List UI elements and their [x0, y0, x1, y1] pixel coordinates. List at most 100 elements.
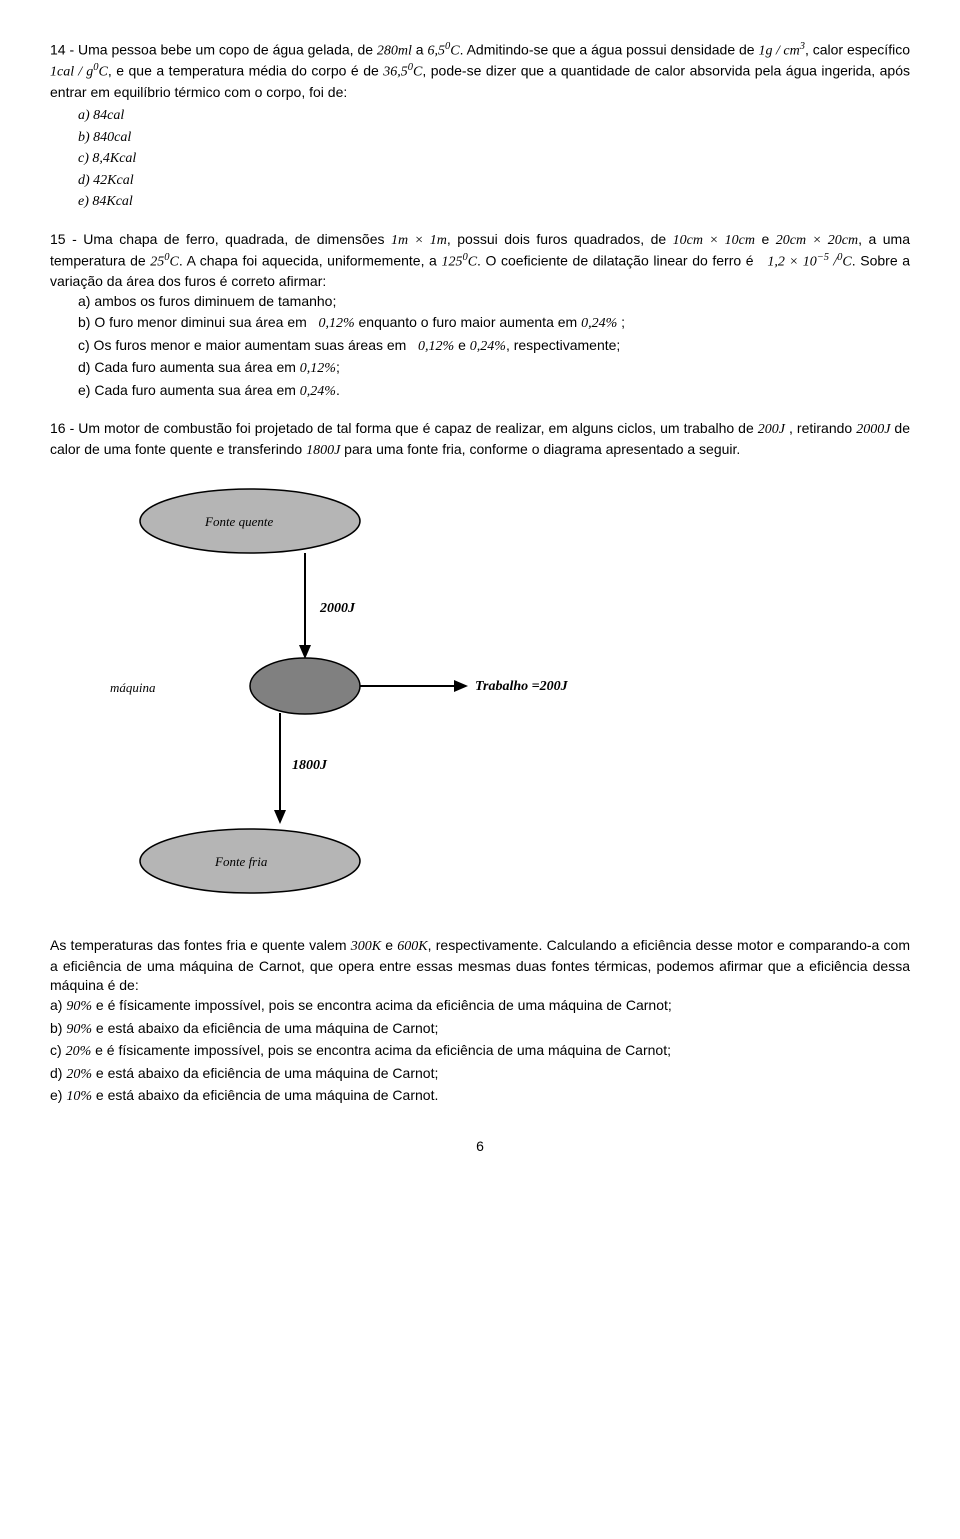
arrow-work-head	[454, 680, 468, 692]
q16-opt-c-post: e é físicamente impossível, pois se enco…	[91, 1042, 671, 1058]
q16-options: a) 90% e é físicamente impossível, pois …	[50, 996, 910, 1107]
q15-opt-b-v2: 0,24%	[581, 316, 617, 331]
q16-opt-a-post: e é físicamente impossível, pois se enco…	[92, 997, 672, 1013]
q15-opt-e-v1: 0,24%	[300, 384, 336, 399]
q15-v5: 125	[441, 254, 462, 269]
q14-v3u: g / cm	[765, 44, 799, 59]
question-16: 16 - Um motor de combustão foi projetado…	[50, 419, 910, 1107]
q16-opt-a-v: 90%	[66, 999, 92, 1014]
q16-text-d: para uma fonte fria, conforme o diagrama…	[340, 441, 740, 457]
q16-v4: 300K	[351, 939, 381, 954]
q14-text-c: . Admitindo-se que a água possui densida…	[460, 42, 759, 58]
q16-opt-c-v: 20%	[66, 1044, 92, 1059]
q14-opt-c: c) 8,4Kcal	[78, 149, 910, 169]
q16-opt-e-pre: e)	[50, 1087, 66, 1103]
q14-text-e: , e que a temperatura média do corpo é d…	[108, 63, 383, 79]
question-14: 14 - Uma pessoa bebe um copo de água gel…	[50, 40, 910, 212]
q15-opt-c-v2: 0,24%	[470, 339, 506, 354]
q14-v4u: cal / g	[57, 65, 93, 80]
question-15: 15 - Uma chapa de ferro, quadrada, de di…	[50, 230, 910, 401]
q15-options: a) ambos os furos diminuem de tamanho; b…	[78, 292, 910, 402]
q16-opt-b-pre: b)	[50, 1020, 66, 1036]
work-label: Trabalho =200J	[475, 677, 568, 697]
q16-opt-a: a) 90% e é físicamente impossível, pois …	[50, 996, 910, 1017]
q15-opt-e: e) Cada furo aumenta sua área em 0,24%.	[78, 381, 910, 402]
q16-opt-c: c) 20% e é físicamente impossível, pois …	[50, 1041, 910, 1062]
q16-v3: 1800J	[306, 443, 340, 458]
q14-text-d: , calor específico	[805, 42, 910, 58]
q16-opt-e-post: e está abaixo da eficiência de uma máqui…	[92, 1087, 438, 1103]
q16-opt-d-v: 20%	[66, 1067, 92, 1082]
q15-v6u: /	[829, 254, 837, 269]
q15-text-a: - Uma chapa de ferro, quadrada, de dimen…	[66, 231, 391, 247]
q15-opt-d-post: ;	[336, 359, 340, 375]
q14-text-b: a	[412, 42, 428, 58]
page-number: 6	[50, 1137, 910, 1157]
q16-v2: 2000J	[856, 422, 890, 437]
q16-text-b: , retirando	[785, 420, 856, 436]
q14-options: a) 84cal b) 840cal c) 8,4Kcal d) 42Kcal …	[78, 106, 910, 212]
q15-opt-b-post: ;	[617, 314, 625, 330]
q14-number: 14	[50, 42, 66, 58]
q14-opt-e: e) 84Kcal	[78, 192, 910, 212]
q15-text-c: e	[755, 231, 776, 247]
q15-opt-e-pre: e) Cada furo aumenta sua área em	[78, 382, 300, 398]
q15-text-e: . A chapa foi aquecida, uniformemente, a	[179, 252, 442, 268]
q16-opt-d-post: e está abaixo da eficiência de uma máqui…	[92, 1065, 438, 1081]
q14-opt-b: b) 840cal	[78, 128, 910, 148]
q15-opt-a: a) ambos os furos diminuem de tamanho;	[78, 292, 910, 312]
q16-text-a: - Um motor de combustão foi projetado de…	[66, 420, 758, 436]
q16-opt-b: b) 90% e está abaixo da eficiência de um…	[50, 1019, 910, 1040]
q15-v1: 1m × 1m	[391, 233, 447, 248]
cold-label: Fonte fria	[215, 853, 267, 871]
q16-opt-e-v: 10%	[66, 1089, 92, 1104]
q14-v2: 6,5	[427, 44, 445, 59]
q15-text-f: . O coeficiente de dilatação linear do f…	[477, 252, 758, 268]
q15-opt-b: b) O furo menor diminui sua área em 0,12…	[78, 313, 910, 334]
q16-opt-d: d) 20% e está abaixo da eficiência de um…	[50, 1064, 910, 1085]
q15-v6: 1,2 × 10	[767, 254, 816, 269]
q15-v2: 10cm × 10cm	[673, 233, 755, 248]
q15-opt-d: d) Cada furo aumenta sua área em 0,12%;	[78, 358, 910, 379]
q15-opt-c: c) Os furos menor e maior aumentam suas …	[78, 336, 910, 357]
q16-v1: 200J	[758, 422, 785, 437]
q15-opt-b-mid: enquanto o furo maior aumenta em	[355, 314, 581, 330]
q15-v5u: C	[468, 254, 477, 269]
q16-after-b: e	[381, 937, 397, 953]
qh-label: 2000J	[320, 599, 355, 619]
q16-opt-d-pre: d)	[50, 1065, 66, 1081]
q15-opt-b-v1: 0,12%	[318, 316, 354, 331]
machine-ellipse	[250, 658, 360, 714]
q14-v5: 36,5	[383, 65, 408, 80]
q15-v6u2: C	[842, 254, 851, 269]
q16-after-text: As temperaturas das fontes fria e quente…	[50, 936, 910, 996]
heat-engine-diagram: Fonte quente 2000J máquina Trabalho =200…	[110, 481, 610, 917]
hot-label: Fonte quente	[205, 513, 273, 531]
q15-v4: 25	[150, 254, 164, 269]
q15-v3: 20cm × 20cm	[776, 233, 858, 248]
q16-v5: 600K	[397, 939, 427, 954]
q14-v4: 1	[50, 65, 57, 80]
machine-label: máquina	[110, 679, 156, 697]
q16-opt-b-v: 90%	[66, 1022, 92, 1037]
q14-opt-a: a) 84cal	[78, 106, 910, 126]
q14-v2u: C	[450, 44, 459, 59]
q15-opt-b-pre: b) O furo menor diminui sua área em	[78, 314, 311, 330]
q16-opt-b-post: e está abaixo da eficiência de uma máqui…	[92, 1020, 438, 1036]
q14-v4u2: C	[98, 65, 107, 80]
q15-opt-d-v1: 0,12%	[300, 361, 336, 376]
qc-label: 1800J	[292, 756, 327, 776]
q14-opt-d: d) 42Kcal	[78, 171, 910, 191]
q15-opt-d-pre: d) Cada furo aumenta sua área em	[78, 359, 300, 375]
q14-v1: 280	[377, 44, 398, 59]
q16-opt-a-pre: a)	[50, 997, 66, 1013]
q16-opt-e: e) 10% e está abaixo da eficiência de um…	[50, 1086, 910, 1107]
q15-opt-c-pre: c) Os furos menor e maior aumentam suas …	[78, 337, 410, 353]
q16-number: 16	[50, 420, 66, 436]
q14-text-a: - Uma pessoa bebe um copo de água gelada…	[66, 42, 377, 58]
q15-v6sup: −5	[817, 252, 829, 263]
arrow-qh-head	[299, 645, 311, 659]
q15-text-b: , possui dois furos quadrados, de	[447, 231, 673, 247]
q15-opt-c-post: , respectivamente;	[506, 337, 620, 353]
q15-number: 15	[50, 231, 66, 247]
